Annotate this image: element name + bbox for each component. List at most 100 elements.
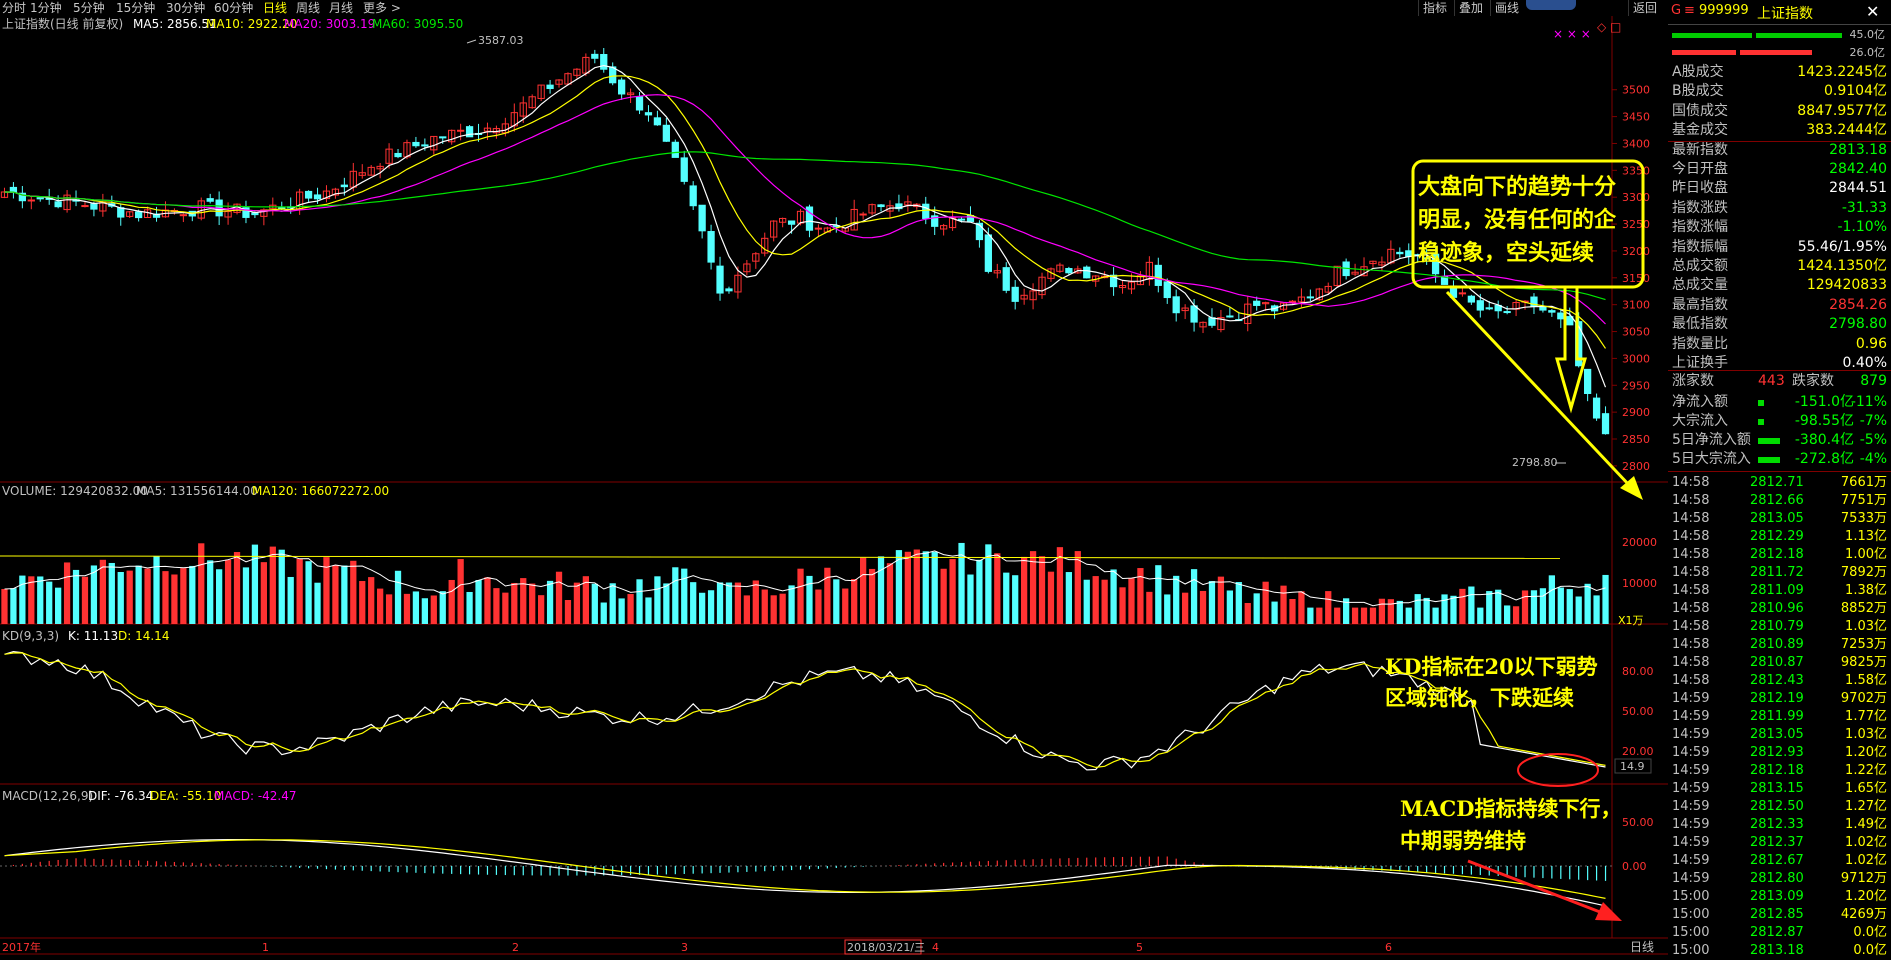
volume-bar xyxy=(1468,586,1475,624)
tab-5min[interactable]: 5分钟 xyxy=(73,1,105,15)
indicator-button[interactable]: 指标 xyxy=(1418,0,1451,16)
stat-row: A股成交 1423.2245亿 xyxy=(1670,63,1889,82)
draw-line-button[interactable]: 画线 xyxy=(1490,0,1523,16)
ma5-line xyxy=(4,64,1607,388)
flow-value: -380.4亿 xyxy=(1794,432,1854,448)
tab-1min[interactable]: 1分钟 xyxy=(30,1,62,15)
flow-pct: -5% xyxy=(1859,432,1887,448)
volume-bar xyxy=(260,562,267,624)
tab-60min[interactable]: 60分钟 xyxy=(214,1,254,15)
annotation-main-line2: 明显，没有任何的企 xyxy=(1418,207,1617,233)
flow-pct: -4% xyxy=(1859,451,1887,467)
volume-bar xyxy=(1190,569,1198,624)
volume-bar xyxy=(1530,590,1538,624)
diamond-marker-icon[interactable]: ◇ □ xyxy=(1597,20,1621,34)
volume-bar xyxy=(886,563,894,624)
flow-bar xyxy=(1758,419,1764,425)
flow-row: 5日净流入额 -380.4亿 -5% xyxy=(1670,431,1889,450)
back-button[interactable]: 返回 xyxy=(1628,0,1661,16)
close-icon[interactable]: ✕ xyxy=(1866,2,1880,21)
candle-body xyxy=(626,92,635,96)
volume-bar xyxy=(1056,547,1064,624)
volume-bar xyxy=(1003,572,1010,624)
candle-body xyxy=(734,274,742,293)
panel-divider xyxy=(1668,471,1891,472)
stat-label: 总成交量 xyxy=(1672,277,1728,294)
volume-bar xyxy=(672,567,679,624)
tick-volume: 8852万 xyxy=(1840,601,1887,616)
ma10-label: MA10: 2922.20 xyxy=(206,17,297,31)
ma5-label: MA5: 2856.51 xyxy=(133,17,217,31)
tick-volume: 9825万 xyxy=(1840,655,1887,670)
flow-row: 净流入额 -151.0亿 -11% xyxy=(1670,393,1889,412)
volume-bar xyxy=(1074,551,1081,624)
candle-body xyxy=(1485,307,1493,310)
candle-body xyxy=(761,237,769,254)
overlay-button[interactable]: 叠加 xyxy=(1454,0,1487,16)
tab-more[interactable]: 更多 > xyxy=(363,1,401,15)
tab-30min[interactable]: 30分钟 xyxy=(166,1,206,15)
candle-body xyxy=(805,206,814,231)
price-tick-label: 3100 xyxy=(1622,299,1650,312)
ma10-line xyxy=(4,75,1606,349)
tick-time: 14:58 xyxy=(1672,619,1710,634)
candle-body xyxy=(1378,261,1386,266)
volume-bar xyxy=(72,569,80,624)
floating-widget[interactable] xyxy=(1526,0,1576,10)
tab-monthly[interactable]: 月线 xyxy=(329,1,354,15)
menu-icon[interactable]: ≡ xyxy=(1684,3,1695,18)
tick-volume: 1.65亿 xyxy=(1845,781,1887,796)
tab-weekly[interactable]: 周线 xyxy=(296,1,321,15)
tick-price: 2812.43 xyxy=(1750,673,1804,688)
volume-bar xyxy=(1504,605,1511,624)
tick-price: 2810.89 xyxy=(1750,637,1804,652)
flow-pct: -11% xyxy=(1850,394,1887,410)
index-name: 上证指数 xyxy=(1757,6,1813,22)
stat-value: 2842.40 xyxy=(1829,161,1887,177)
flow-label: 5日大宗流入 xyxy=(1672,451,1751,467)
tab-intraday[interactable]: 分时 xyxy=(2,1,27,15)
stat-value: 129420833 xyxy=(1806,277,1887,294)
tick-time: 14:58 xyxy=(1672,529,1710,544)
volume-bar xyxy=(242,567,250,624)
candle-body xyxy=(224,211,232,218)
candle-body xyxy=(421,144,429,147)
tab-15min[interactable]: 15分钟 xyxy=(116,1,156,15)
chart-area[interactable]: 3500 3450 3400 3350 3300 3250 3200 3150 3100 3050… xyxy=(0,16,1668,956)
volume-bar xyxy=(877,556,885,624)
stat-label: 指数涨跌 xyxy=(1672,199,1728,216)
volume-bar xyxy=(341,565,348,624)
kd-d-label: D: 14.14 xyxy=(118,629,169,643)
volume-bar xyxy=(1378,598,1386,624)
volume-bar xyxy=(895,550,903,624)
volume-bar xyxy=(144,568,151,624)
volume-ma120-label: MA120: 166072272.00 xyxy=(252,484,389,498)
volume-bar xyxy=(1334,607,1341,624)
candle-body xyxy=(126,211,134,217)
period-indicator[interactable]: 日线 xyxy=(1630,940,1654,954)
candle-body xyxy=(600,54,608,70)
stat-label: 昨日收盘 xyxy=(1672,180,1728,197)
candle-body xyxy=(993,270,1001,274)
tick-volume: 7751万 xyxy=(1840,493,1887,508)
volume-bar xyxy=(484,577,491,624)
tick-row: 14:59 2812.50 1.27亿 xyxy=(1668,798,1891,816)
candle-body xyxy=(367,166,375,176)
stat-row: 总成交额 1424.1350亿 xyxy=(1670,257,1889,276)
kd-tick-label: 80.00 xyxy=(1622,665,1654,678)
candle-body xyxy=(1548,310,1556,313)
volume-bar xyxy=(797,568,804,624)
tab-daily[interactable]: 日线 xyxy=(263,1,288,15)
tick-price: 2812.18 xyxy=(1750,547,1804,562)
candle-body xyxy=(465,126,474,138)
volume-bar xyxy=(1253,593,1260,624)
x-label-apr: 4 xyxy=(932,941,939,954)
extra-indicator-dots: × × × xyxy=(1553,27,1591,41)
price-tick-label: 3400 xyxy=(1622,137,1650,150)
x-crosshair-date: 2018/03/21/三 xyxy=(847,941,925,954)
volume-bar xyxy=(1387,599,1394,624)
ma60-line xyxy=(4,151,1606,301)
volume-bar xyxy=(725,582,733,624)
stat-label: 指数涨幅 xyxy=(1672,219,1728,236)
candle-body xyxy=(457,129,465,132)
